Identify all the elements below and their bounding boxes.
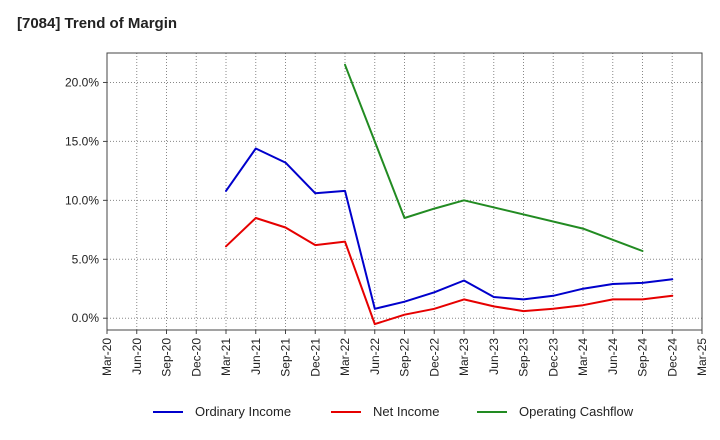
x-tick-label: Mar-20	[100, 338, 114, 376]
y-tick-label: 5.0%	[72, 252, 100, 266]
legend-label-ordinary-income: Ordinary Income	[195, 404, 292, 419]
x-tick-label: Sep-21	[279, 338, 293, 377]
grid-layer	[106, 53, 703, 330]
series-line-net-income	[225, 217, 674, 326]
x-tick-label: Jun-20	[130, 338, 144, 375]
x-tick-label: Dec-24	[665, 338, 679, 377]
legend-item-net-income: Net Income	[331, 404, 439, 419]
x-tick-label: Mar-24	[576, 338, 590, 376]
x-tick-label: Sep-23	[517, 338, 531, 377]
x-tick-label: Jun-22	[368, 338, 382, 375]
x-tick-label: Jun-24	[606, 338, 620, 375]
x-tick-label: Sep-22	[398, 338, 412, 377]
x-tick-label: Sep-24	[636, 338, 650, 377]
x-tick-label: Dec-23	[546, 338, 560, 377]
series-layer	[225, 63, 674, 326]
y-axis-ticks: 0.0% 5.0% 10.0% 15.0% 20.0%	[65, 75, 107, 325]
legend-item-operating-cashflow: Operating Cashflow	[477, 404, 633, 419]
x-tick-label: Jun-23	[487, 338, 501, 375]
legend-swatch-operating-cashflow	[477, 410, 507, 413]
y-tick-label: 10.0%	[65, 193, 99, 207]
legend-swatch-ordinary-income	[153, 410, 183, 413]
x-tick-label: Dec-22	[427, 338, 441, 377]
x-tick-label: Jun-21	[249, 338, 263, 375]
y-tick-label: 20.0%	[65, 75, 99, 89]
y-tick-label: 0.0%	[72, 311, 100, 325]
legend-label-operating-cashflow: Operating Cashflow	[519, 404, 634, 419]
x-tick-label: Mar-25	[695, 338, 709, 376]
x-tick-label: Mar-21	[219, 338, 233, 376]
y-tick-label: 15.0%	[65, 134, 99, 148]
x-tick-label: Mar-23	[457, 338, 471, 376]
chart-title: [7084] Trend of Margin	[17, 15, 178, 32]
series-line-operating-cashflow	[344, 63, 644, 252]
x-axis-ticks: Mar-20 Jun-20 Sep-20 Dec-20 Mar-21 Jun-21 Sep-…	[100, 330, 709, 377]
legend-swatch-net-income	[331, 410, 361, 413]
legend-item-ordinary-income: Ordinary Income	[153, 404, 291, 419]
legend-label-net-income: Net Income	[373, 404, 440, 419]
x-tick-label: Mar-22	[338, 338, 352, 376]
x-tick-label: Dec-20	[189, 338, 203, 377]
x-tick-label: Sep-20	[160, 338, 174, 377]
legend: Ordinary Income Net Income Operating Cas…	[0, 404, 720, 426]
x-tick-label: Dec-21	[308, 338, 322, 377]
series-line-ordinary-income	[225, 147, 674, 310]
